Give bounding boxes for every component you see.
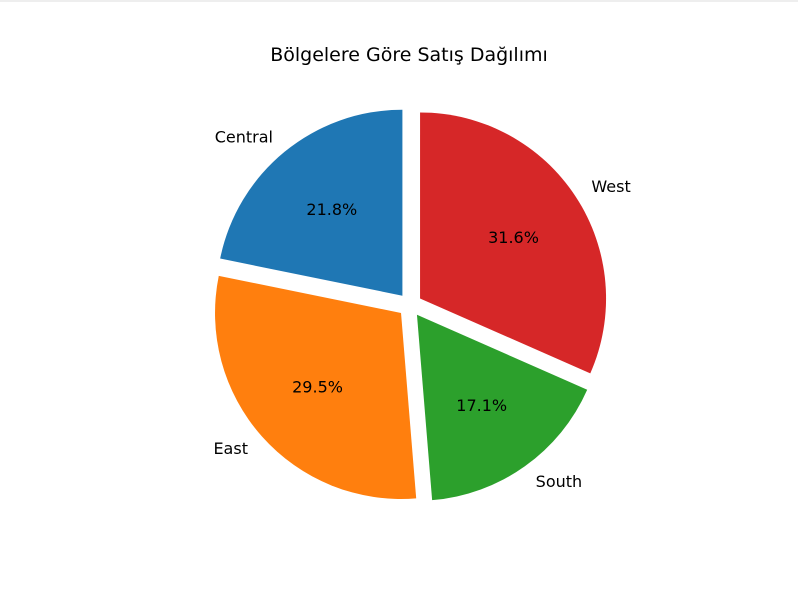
pie-slice-east: [215, 275, 417, 499]
pct-label-east: 29.5%: [292, 378, 343, 397]
pie-slice-central: [220, 109, 403, 296]
slice-label-west: West: [591, 177, 630, 196]
pie-slice-west: [420, 112, 607, 374]
slice-label-central: Central: [215, 128, 273, 147]
slice-label-east: East: [213, 439, 248, 458]
pct-label-central: 21.8%: [306, 200, 357, 219]
slice-label-south: South: [536, 472, 583, 491]
pie-slice-south: [416, 314, 588, 501]
pct-label-south: 17.1%: [456, 396, 507, 415]
chart-title: Bölgelere Göre Satış Dağılımı: [270, 44, 548, 66]
pct-label-west: 31.6%: [488, 228, 539, 247]
top-rule: [0, 0, 798, 2]
